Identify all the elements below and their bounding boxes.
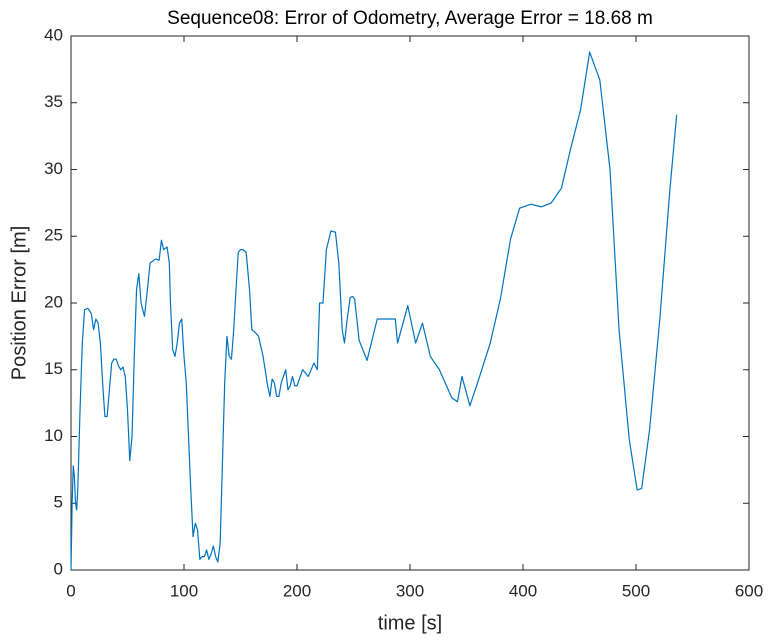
y-tick-label: 15 <box>44 359 63 378</box>
y-tick-label: 25 <box>44 226 63 245</box>
y-tick-label: 0 <box>54 559 63 578</box>
x-tick-label: 300 <box>396 581 424 600</box>
x-tick-label: 100 <box>170 581 198 600</box>
x-tick-label: 500 <box>622 581 650 600</box>
y-tick-label: 35 <box>44 92 63 111</box>
x-tick-label: 200 <box>283 581 311 600</box>
data-line <box>70 51 678 571</box>
chart-title: Sequence08: Error of Odometry, Average E… <box>167 8 653 29</box>
y-axis-label: Position Error [m] <box>8 226 30 380</box>
x-tick-label: 600 <box>735 581 763 600</box>
x-tick-label: 0 <box>66 581 75 600</box>
y-tick-label: 5 <box>54 493 63 512</box>
y-tick-label: 30 <box>44 159 63 178</box>
y-tick-label: 40 <box>44 25 63 44</box>
y-tick-label: 10 <box>44 426 63 445</box>
x-axis-label: time [s] <box>378 612 442 634</box>
x-tick-label: 400 <box>509 581 537 600</box>
y-tick-label: 20 <box>44 292 63 311</box>
